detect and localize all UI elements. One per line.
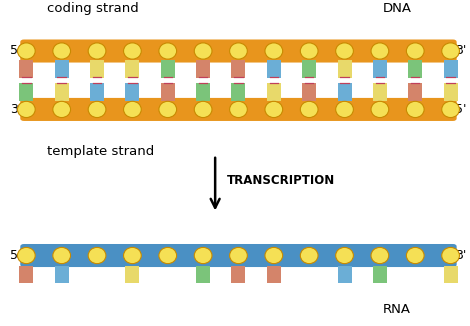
Bar bbox=[231, 60, 245, 78]
Ellipse shape bbox=[53, 247, 70, 264]
Ellipse shape bbox=[53, 101, 70, 118]
Bar bbox=[19, 83, 33, 100]
Ellipse shape bbox=[88, 101, 106, 118]
Bar bbox=[19, 60, 33, 78]
Bar bbox=[444, 266, 458, 283]
FancyBboxPatch shape bbox=[20, 98, 457, 121]
Ellipse shape bbox=[300, 247, 318, 264]
Ellipse shape bbox=[407, 43, 424, 59]
Bar bbox=[196, 83, 210, 100]
Ellipse shape bbox=[88, 43, 106, 59]
Ellipse shape bbox=[17, 101, 35, 118]
Ellipse shape bbox=[265, 43, 282, 59]
Text: DNA: DNA bbox=[383, 2, 412, 15]
Ellipse shape bbox=[230, 43, 247, 59]
Text: 3': 3' bbox=[455, 249, 467, 262]
Ellipse shape bbox=[159, 247, 177, 264]
Ellipse shape bbox=[194, 247, 212, 264]
Bar bbox=[55, 83, 69, 100]
Ellipse shape bbox=[265, 101, 282, 118]
Bar bbox=[267, 266, 281, 283]
Text: 5': 5' bbox=[455, 103, 467, 116]
Bar bbox=[231, 266, 245, 283]
Text: 3': 3' bbox=[10, 103, 22, 116]
Ellipse shape bbox=[88, 247, 106, 264]
Ellipse shape bbox=[265, 247, 282, 264]
FancyBboxPatch shape bbox=[20, 39, 457, 63]
Ellipse shape bbox=[159, 101, 177, 118]
Bar bbox=[337, 83, 352, 100]
Ellipse shape bbox=[407, 101, 424, 118]
Ellipse shape bbox=[194, 43, 212, 59]
Ellipse shape bbox=[124, 247, 141, 264]
Bar bbox=[302, 83, 316, 100]
Bar bbox=[444, 83, 458, 100]
Ellipse shape bbox=[442, 247, 460, 264]
Ellipse shape bbox=[53, 43, 70, 59]
Bar bbox=[90, 60, 104, 78]
Bar bbox=[231, 83, 245, 100]
Bar bbox=[19, 266, 33, 283]
Ellipse shape bbox=[336, 43, 353, 59]
Ellipse shape bbox=[300, 101, 318, 118]
Text: template strand: template strand bbox=[47, 145, 155, 158]
Text: coding strand: coding strand bbox=[47, 2, 139, 15]
Bar bbox=[373, 266, 387, 283]
Bar bbox=[302, 60, 316, 78]
Bar bbox=[196, 266, 210, 283]
Bar bbox=[373, 60, 387, 78]
Ellipse shape bbox=[17, 43, 35, 59]
Ellipse shape bbox=[371, 247, 389, 264]
Ellipse shape bbox=[124, 101, 141, 118]
Text: TRANSCRIPTION: TRANSCRIPTION bbox=[227, 174, 335, 187]
Bar bbox=[337, 266, 352, 283]
Text: RNA: RNA bbox=[383, 303, 411, 316]
Bar bbox=[55, 266, 69, 283]
Ellipse shape bbox=[442, 43, 460, 59]
Bar bbox=[408, 83, 422, 100]
Ellipse shape bbox=[230, 101, 247, 118]
Bar bbox=[90, 83, 104, 100]
Bar bbox=[161, 83, 175, 100]
Bar bbox=[444, 60, 458, 78]
Ellipse shape bbox=[371, 101, 389, 118]
FancyBboxPatch shape bbox=[20, 244, 457, 267]
Bar bbox=[196, 60, 210, 78]
Ellipse shape bbox=[336, 101, 353, 118]
Bar bbox=[161, 60, 175, 78]
Bar bbox=[267, 60, 281, 78]
Ellipse shape bbox=[230, 247, 247, 264]
Ellipse shape bbox=[442, 101, 460, 118]
Ellipse shape bbox=[124, 43, 141, 59]
Bar bbox=[267, 83, 281, 100]
Text: 3': 3' bbox=[455, 44, 467, 57]
Bar bbox=[125, 60, 140, 78]
Bar bbox=[125, 266, 140, 283]
Text: 5': 5' bbox=[10, 249, 22, 262]
Ellipse shape bbox=[407, 247, 424, 264]
Ellipse shape bbox=[300, 43, 318, 59]
Ellipse shape bbox=[194, 101, 212, 118]
Bar bbox=[55, 60, 69, 78]
Ellipse shape bbox=[371, 43, 389, 59]
Bar bbox=[408, 60, 422, 78]
Bar bbox=[373, 83, 387, 100]
Bar bbox=[125, 83, 140, 100]
Ellipse shape bbox=[17, 247, 35, 264]
Text: 5': 5' bbox=[10, 44, 22, 57]
Ellipse shape bbox=[336, 247, 353, 264]
Bar bbox=[337, 60, 352, 78]
Ellipse shape bbox=[159, 43, 177, 59]
